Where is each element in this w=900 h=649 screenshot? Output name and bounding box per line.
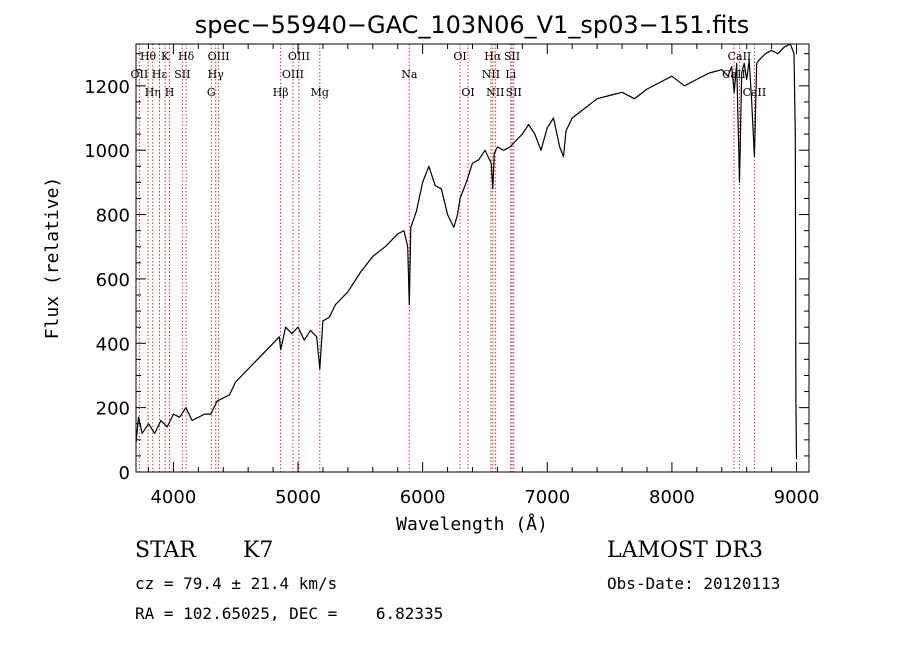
line-label: NII	[486, 86, 504, 99]
line-label: Hθ	[140, 50, 157, 63]
line-label: Hγ	[208, 68, 225, 81]
y-tick-label: 800	[96, 206, 130, 227]
line-label: SII	[506, 86, 522, 99]
observation-date: Obs-Date: 20120113	[607, 574, 781, 593]
x-tick-label: 5000	[275, 487, 321, 508]
x-axis-label: Wavelength (Å)	[396, 513, 548, 535]
line-labels: Hθ OII Hη Hε K H SII Hδ G Hγ OIII Hβ OIII OIII Mg Na OI O…	[131, 50, 767, 99]
line-label: Hδ	[178, 50, 195, 63]
chart-title: spec−55940−GAC_103N06_V1_sp03−151.fits	[195, 11, 749, 39]
survey-name: LAMOST DR3	[607, 538, 763, 563]
y-axis-label: Flux (relative)	[42, 177, 63, 340]
line-label: Hη	[145, 86, 161, 99]
x-tick-label: 4000	[150, 487, 196, 508]
y-tick-label: 1200	[84, 77, 130, 98]
redshift-velocity: cz = 79.4 ± 21.4 km/s	[135, 574, 338, 593]
plot-frame	[135, 43, 810, 473]
line-label: OIII	[282, 68, 304, 81]
line-label: OI	[461, 86, 474, 99]
line-label: Mg	[311, 86, 329, 99]
line-label: G	[207, 86, 216, 99]
sky-coordinates: RA = 102.65025, DEC = 6.82335	[135, 604, 444, 623]
x-tick-label: 8000	[649, 487, 695, 508]
x-tick-label: 7000	[524, 487, 570, 508]
line-markers	[138, 44, 755, 472]
x-tick-label: 9000	[774, 487, 820, 508]
line-label: Hβ	[273, 86, 289, 99]
y-tick-label: 1000	[84, 141, 130, 162]
line-label: OI	[453, 50, 466, 63]
object-class: STAR	[135, 538, 196, 563]
spectrum-line	[135, 43, 798, 460]
line-label: Na	[401, 68, 418, 81]
line-label: OIII	[288, 50, 310, 63]
line-label: Hα	[484, 50, 502, 63]
y-tick-label: 200	[96, 399, 130, 420]
y-tick-label: 0	[119, 463, 130, 484]
line-label: CaII	[722, 68, 746, 81]
x-axis-ticks: 4000 5000 6000 7000 8000 9000	[147, 44, 820, 508]
y-tick-label: 400	[96, 334, 130, 355]
line-label: Hε	[152, 68, 168, 81]
line-label: H	[165, 86, 175, 99]
y-axis-ticks: 0 200 400 600 800 1000 1200	[84, 53, 809, 484]
y-tick-label: 600	[96, 270, 130, 291]
x-tick-label: 6000	[400, 487, 446, 508]
line-label: OIII	[208, 50, 230, 63]
object-subclass: K7	[243, 538, 274, 563]
line-label: K	[161, 50, 170, 63]
line-label: SII	[504, 50, 520, 63]
line-label: CaII	[743, 86, 767, 99]
line-label: NII	[482, 68, 500, 81]
line-label: OII	[131, 68, 149, 81]
line-label: SII	[174, 68, 190, 81]
line-label: Li	[505, 68, 516, 81]
line-label: CaII	[728, 50, 752, 63]
